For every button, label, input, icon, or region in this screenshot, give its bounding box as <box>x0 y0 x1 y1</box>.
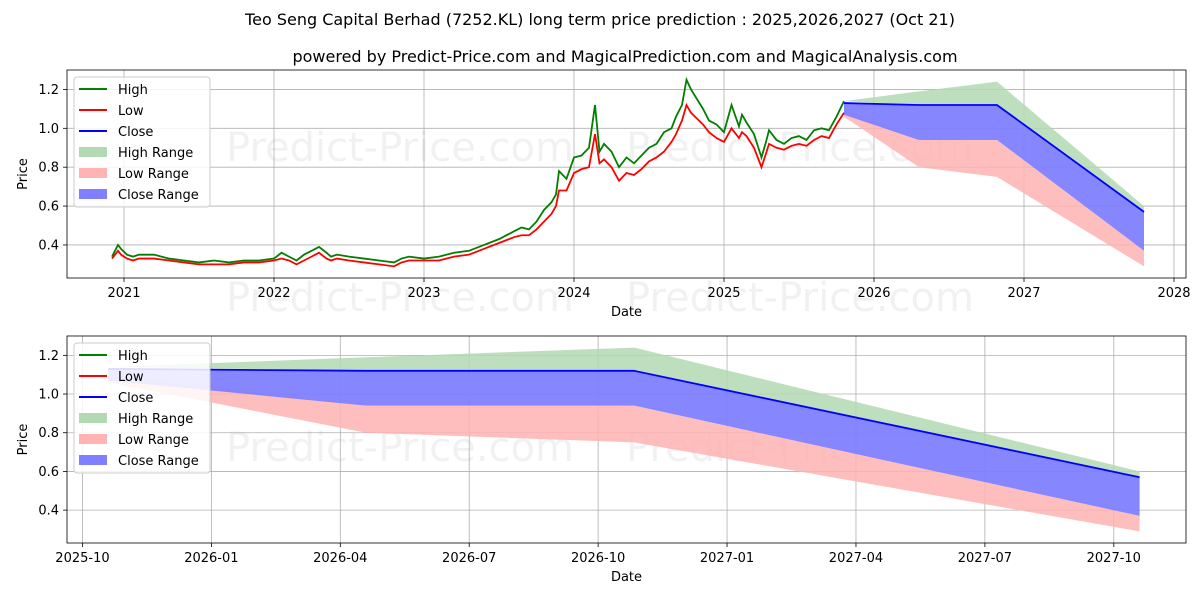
chart-title: Teo Seng Capital Berhad (7252.KL) long t… <box>244 10 955 29</box>
y-tick-label: 0.8 <box>38 161 59 176</box>
legend-label: Low <box>118 104 144 119</box>
x-tick-label: 2025-10 <box>55 551 109 566</box>
x-tick-label: 2024 <box>557 286 590 301</box>
y-tick-label: 1.0 <box>38 388 59 403</box>
x-tick-label: 2026-10 <box>571 551 625 566</box>
y-tick-label: 0.8 <box>38 426 59 441</box>
watermark-text: Predict-Price.com <box>226 275 574 321</box>
legend-label: Close Range <box>118 454 199 469</box>
legend-label: Close <box>118 391 153 406</box>
x-tick-label: 2026-07 <box>442 551 496 566</box>
legend-swatch <box>79 455 107 465</box>
high-series-line <box>111 76 845 264</box>
close-series-line <box>108 367 1140 479</box>
axes-frame <box>66 335 1187 544</box>
legend-box <box>73 342 211 474</box>
plot-area <box>108 347 1140 532</box>
y-axis-label: Price <box>16 424 31 456</box>
x-tick-label: 2026-04 <box>313 551 367 566</box>
x-tick-label: 2026 <box>857 286 890 301</box>
y-tick-label: 1.2 <box>38 83 59 98</box>
x-tick-label: 2022 <box>257 286 290 301</box>
y-tick-label: 0.4 <box>38 238 59 253</box>
y-tick-label: 1.2 <box>38 349 59 364</box>
legend-swatch <box>79 147 107 157</box>
low-series-line <box>111 102 845 268</box>
x-tick-label: 2027-07 <box>958 551 1012 566</box>
x-tick-label: 2025 <box>707 286 740 301</box>
watermark-text: Predict-Price.com <box>226 125 574 171</box>
legend-label: High Range <box>118 146 193 161</box>
legend-swatch <box>79 189 107 199</box>
x-tick-label: 2026-01 <box>184 551 238 566</box>
x-tick-label: 2028 <box>1157 286 1190 301</box>
axes-frame <box>66 69 1187 279</box>
legend-label: Close Range <box>118 188 199 203</box>
y-tick-label: 1.0 <box>38 122 59 137</box>
legend-label: High Range <box>118 412 193 427</box>
legend-label: High <box>118 349 148 364</box>
legend-label: Low <box>118 370 144 385</box>
x-axis-label: Date <box>611 305 642 320</box>
watermark-text: Predict-Price.com <box>626 275 974 321</box>
x-tick-label: 2027-04 <box>829 551 883 566</box>
legend-label: Low Range <box>118 167 189 182</box>
legend-swatch <box>79 434 107 444</box>
y-axis-label: Price <box>16 158 31 190</box>
x-tick-label: 2021 <box>107 286 140 301</box>
plot-area <box>111 76 1145 268</box>
x-tick-label: 2027-10 <box>1087 551 1141 566</box>
y-tick-label: 0.4 <box>38 504 59 519</box>
x-tick-label: 2023 <box>407 286 440 301</box>
low-range-band <box>844 108 1144 267</box>
low-range-band <box>108 374 1140 532</box>
x-axis-label: Date <box>611 570 642 585</box>
chart-subtitle: powered by Predict-Price.com and Magical… <box>292 47 957 66</box>
x-tick-label: 2027-01 <box>700 551 754 566</box>
legend-label: Close <box>118 125 153 140</box>
y-tick-label: 0.6 <box>38 200 59 215</box>
legend-swatch <box>79 413 107 423</box>
close-range-band <box>844 103 1144 251</box>
y-tick-label: 0.6 <box>38 465 59 480</box>
legend-label: High <box>118 83 148 98</box>
legend-box <box>73 76 211 208</box>
legend-label: Low Range <box>118 433 189 448</box>
close-range-band <box>108 368 1140 516</box>
close-series-line <box>843 102 1145 213</box>
x-tick-label: 2027 <box>1007 286 1040 301</box>
legend-swatch <box>79 168 107 178</box>
